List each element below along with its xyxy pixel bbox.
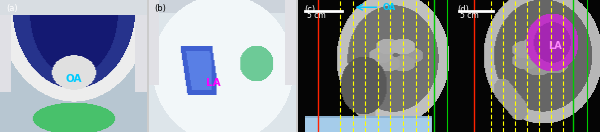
Text: (b): (b) [155, 4, 167, 13]
Text: (a): (a) [6, 4, 17, 13]
Text: 5 cm: 5 cm [460, 11, 479, 20]
Text: LA: LA [548, 41, 562, 51]
Text: 5 cm: 5 cm [307, 11, 326, 20]
Text: OA: OA [65, 74, 82, 84]
Text: (c): (c) [304, 5, 315, 14]
Text: OA: OA [382, 3, 396, 12]
Text: LA: LA [206, 78, 221, 88]
Text: (d): (d) [457, 5, 469, 14]
